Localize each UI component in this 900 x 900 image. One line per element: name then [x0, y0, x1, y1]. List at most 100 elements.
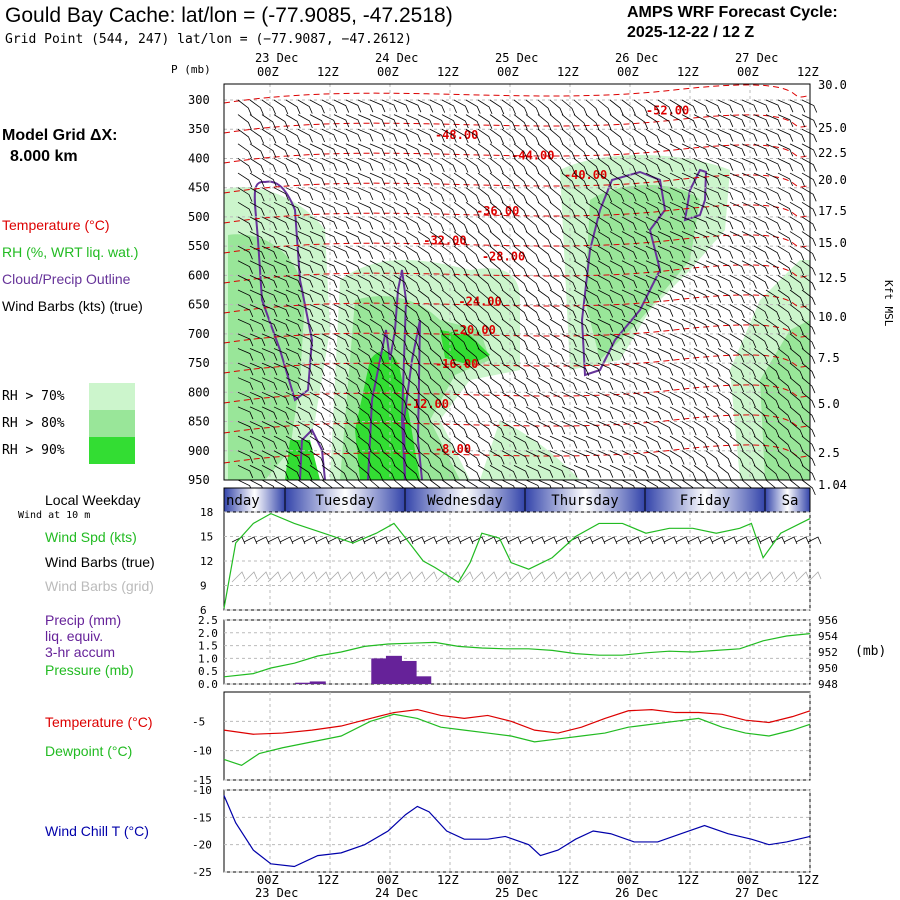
- grid-wind-barb: [423, 571, 438, 583]
- wind-barb: [645, 421, 662, 435]
- wind-barb: [549, 318, 565, 334]
- wind-barb: [681, 187, 698, 201]
- wind-barb: [537, 465, 554, 478]
- wind-barb: [381, 421, 396, 437]
- wind-barb: [789, 318, 804, 335]
- wind-barb: [765, 304, 781, 320]
- wind-barb: [585, 406, 602, 420]
- wind-barb: [741, 435, 756, 452]
- wind-barb: [789, 333, 804, 350]
- wind-barb: [549, 128, 564, 145]
- wind-barb: [249, 333, 266, 347]
- surface-wind-barb: [255, 536, 270, 545]
- wind-barb: [261, 348, 278, 361]
- wind-barb: [609, 158, 625, 174]
- wind-barb: [393, 128, 410, 142]
- wind-barb: [801, 450, 816, 467]
- legend-rh70: RH > 70%: [2, 389, 65, 404]
- wind-barb: [789, 260, 805, 276]
- wind-barb: [609, 450, 626, 464]
- wind-barb: [321, 391, 337, 407]
- wind-barb: [489, 333, 504, 350]
- rh90-region: [440, 330, 490, 365]
- wind-barb: [333, 450, 348, 466]
- wind-barb: [405, 172, 421, 187]
- bottom-hour-label: 12Z: [437, 873, 459, 887]
- pressure-tick-label: 650: [188, 298, 210, 312]
- kft-tick-label: 5.0: [818, 397, 840, 411]
- wind-barb: [681, 465, 697, 480]
- bottom-hour-label: 00Z: [497, 873, 519, 887]
- wind-barb: [333, 348, 349, 363]
- wind-barb: [645, 114, 661, 129]
- wind-barb: [633, 260, 650, 274]
- wind-barb: [405, 435, 420, 452]
- wind-barb: [657, 289, 674, 303]
- wind-barb: [609, 289, 626, 303]
- wind-barb: [417, 304, 432, 320]
- weekday-label: Friday: [680, 493, 731, 509]
- wind-barb: [357, 450, 372, 467]
- wind-barb: [741, 128, 758, 142]
- chill-tick-label: -25: [192, 866, 212, 879]
- grid-wind-barb: [543, 571, 558, 583]
- pressure-tick-label: 950: [818, 662, 838, 675]
- wind-barb: [717, 143, 734, 157]
- wind-barb: [357, 216, 374, 230]
- top-hour-label: 12Z: [797, 65, 819, 79]
- wind-barb: [633, 391, 650, 405]
- wind-barb: [297, 304, 314, 317]
- wind-barb: [405, 289, 420, 305]
- wind-panel: 6 9 12 15 18: [200, 506, 822, 617]
- wind-barb: [525, 216, 540, 233]
- wind-barb: [441, 377, 456, 394]
- wind-barb: [381, 216, 397, 230]
- wind-barb: [441, 158, 457, 173]
- wind-barb: [357, 333, 373, 348]
- wind-barb: [501, 421, 517, 436]
- wind-barb: [525, 450, 542, 464]
- surface-wind-barb: [807, 536, 822, 545]
- wind-barb: [297, 245, 314, 259]
- wind-barb: [717, 216, 734, 230]
- wind-barb: [249, 318, 266, 332]
- wind-barb: [801, 479, 816, 496]
- wind-barb: [633, 187, 649, 202]
- wind-barb: [489, 187, 504, 203]
- wind-barb: [549, 275, 565, 290]
- wind-barb: [513, 216, 528, 233]
- kft-axis-label: Kft MSL: [882, 280, 895, 327]
- wind-barb: [597, 187, 613, 203]
- wind-barb: [513, 421, 529, 436]
- wind-barb: [465, 348, 480, 364]
- wind-barb: [285, 128, 301, 143]
- wind-barb: [249, 231, 265, 245]
- wind-barb: [537, 172, 552, 189]
- wind-barb: [429, 318, 444, 335]
- wind-barb: [393, 318, 408, 334]
- wind-barb: [645, 172, 661, 187]
- wind-barb: [369, 318, 385, 334]
- wind-barb: [237, 99, 252, 116]
- wind-barb: [729, 128, 746, 142]
- grid-wind-barb: [651, 571, 666, 583]
- wind-barb: [453, 362, 468, 379]
- wind-barb: [285, 465, 301, 480]
- wind-barb: [453, 421, 468, 437]
- surface-wind-barb: [795, 536, 810, 545]
- wind-barb: [381, 172, 398, 186]
- wind-barb: [585, 333, 602, 347]
- wind-barb: [237, 391, 254, 405]
- wind-barb: [405, 99, 422, 113]
- wind-barb: [465, 143, 481, 159]
- wind-barb: [741, 260, 757, 274]
- wind-barb: [321, 406, 337, 421]
- wind-barb: [237, 435, 254, 449]
- rh70-region: [480, 420, 580, 480]
- wind-barb: [249, 216, 265, 231]
- wind-barb: [261, 318, 278, 332]
- wind-barb: [237, 260, 253, 274]
- wind-barb: [465, 406, 480, 422]
- wind-barb: [705, 114, 722, 128]
- wind-barb: [285, 216, 302, 230]
